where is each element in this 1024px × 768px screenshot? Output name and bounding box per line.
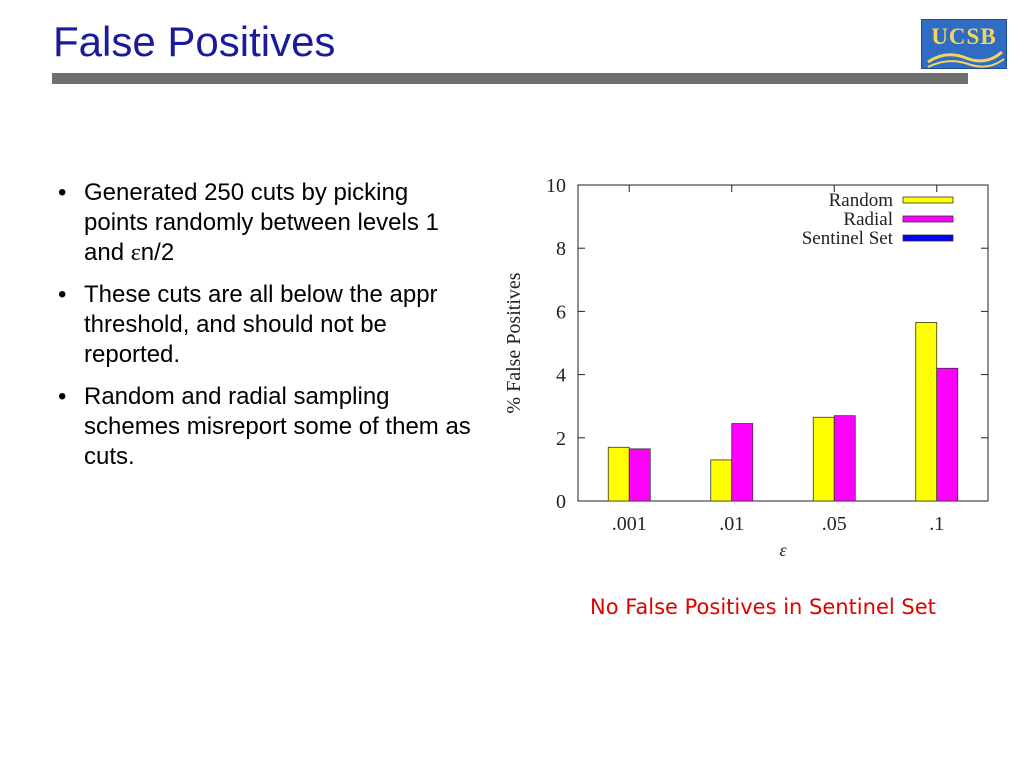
bar-radial: [936, 367, 959, 502]
bar-radial: [628, 448, 651, 502]
legend-label: Radial: [843, 209, 893, 230]
false-positives-chart: 0 2 4 6 8 10 .001 .01 .05 .1 RandomRadialSentinel …: [503, 175, 989, 560]
bullet-list: • Generated 250 cuts by picking points r…: [58, 178, 478, 484]
bar-radial: [731, 423, 754, 502]
bullet-dot-icon: •: [58, 383, 67, 410]
plot-frame: [577, 184, 989, 502]
x-axis-label: ε: [779, 540, 787, 560]
bar-random: [812, 416, 835, 502]
bullet-dot-icon: •: [58, 179, 67, 206]
logo-text: UCSB: [931, 24, 997, 49]
y-tick-label: 0: [556, 491, 566, 513]
y-tick-label: 2: [556, 428, 566, 450]
y-tick-label: 10: [546, 175, 566, 197]
y-tick-label: 6: [556, 301, 566, 323]
bullet-text: Generated 250 cuts by picking points ran…: [84, 179, 439, 266]
x-tick-label: .001: [612, 513, 647, 535]
bullet-text-suffix: n/2: [140, 239, 175, 266]
ucsb-logo: UCSB: [921, 19, 1007, 69]
legend-swatch: [902, 234, 954, 242]
bullet-text: These cuts are all below the appr thresh…: [84, 281, 438, 368]
slide-title: False Positives: [53, 18, 336, 65]
bullet-text: Random and radial sampling schemes misre…: [84, 383, 471, 470]
bar-random: [915, 322, 938, 502]
title-divider: [52, 73, 968, 84]
x-tick-label: .05: [822, 513, 847, 535]
epsilon-symbol: ε: [130, 240, 141, 266]
bullet-item: • Random and radial sampling schemes mis…: [58, 382, 478, 472]
legend-label: Random: [829, 190, 894, 211]
x-tick-label: .01: [719, 513, 744, 535]
legend-label: Sentinel Set: [802, 228, 894, 249]
sentinel-note: No False Positives in Sentinel Set: [590, 595, 936, 619]
y-tick-label: 8: [556, 238, 566, 260]
legend-swatch: [902, 215, 954, 223]
bar-random: [710, 459, 733, 502]
logo-wave-icon: [927, 50, 1005, 68]
bullet-item: • These cuts are all below the appr thre…: [58, 280, 478, 370]
bullet-item: • Generated 250 cuts by picking points r…: [58, 178, 478, 268]
bar-random: [607, 446, 630, 502]
bullet-dot-icon: •: [58, 281, 67, 308]
x-tick-label: .1: [929, 513, 944, 535]
legend-swatch: [902, 196, 954, 204]
y-tick-label: 4: [556, 365, 566, 387]
y-axis-label: % False Positives: [503, 272, 525, 413]
bar-radial: [833, 415, 856, 502]
